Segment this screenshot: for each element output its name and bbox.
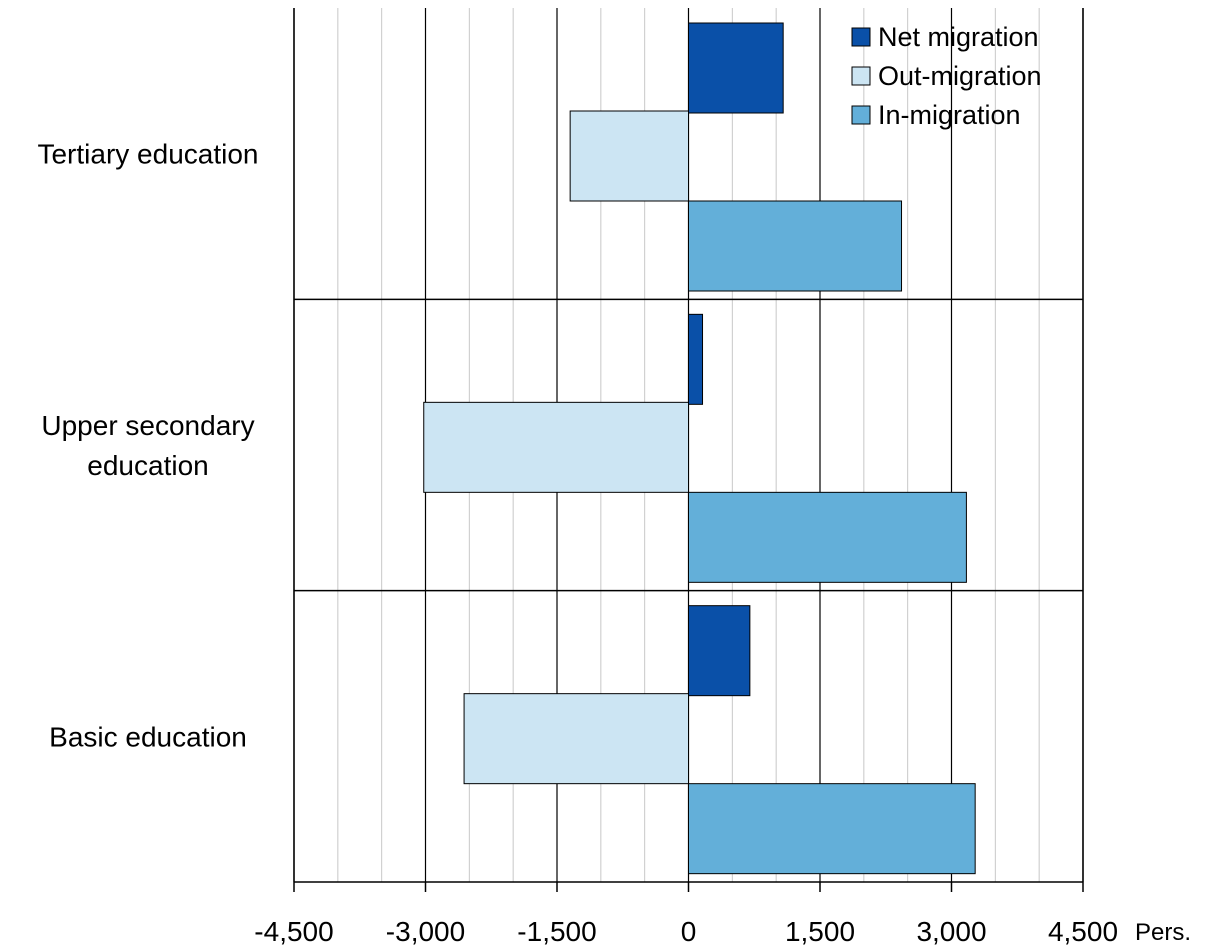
legend-label: Out-migration <box>878 61 1042 91</box>
legend-swatch <box>851 27 871 47</box>
x-tick-label: 1,500 <box>785 916 855 947</box>
legend-swatch <box>851 105 871 125</box>
bar-net-migration <box>688 605 751 697</box>
bar-net-migration <box>688 313 704 405</box>
bars <box>423 22 976 875</box>
x-axis-unit-label: Pers. <box>1135 919 1191 946</box>
category-label: Upper secondary <box>41 410 254 441</box>
category-label: Basic education <box>49 721 247 752</box>
x-tick-label: 3,000 <box>916 916 986 947</box>
legend-swatch <box>851 66 871 86</box>
x-tick-label: -3,000 <box>386 916 465 947</box>
x-tick-label: 0 <box>681 916 697 947</box>
legend: Net migration Out-migration In-migration <box>851 22 1042 130</box>
x-tick-label: -1,500 <box>517 916 596 947</box>
plot-frame <box>293 8 1084 882</box>
bar-net-migration <box>688 22 784 114</box>
bar-in-migration <box>688 783 976 875</box>
category-label: education <box>87 450 208 481</box>
bar-in-migration <box>688 200 903 292</box>
bar-out-migration <box>463 693 689 785</box>
bar-out-migration <box>423 401 689 493</box>
legend-label: In-migration <box>878 100 1021 130</box>
bar-out-migration <box>569 110 690 202</box>
x-tick-label: -4,500 <box>254 916 333 947</box>
category-labels: Tertiary education Upper secondary educati… <box>37 139 258 753</box>
x-tick-label: 4,500 <box>1048 916 1118 947</box>
bar-in-migration <box>688 491 967 583</box>
x-axis: -4,500 -3,000 -1,500 0 1,500 3,000 4,500 Pers. <box>254 881 1191 947</box>
category-label: Tertiary education <box>37 139 258 170</box>
legend-label: Net migration <box>878 22 1039 52</box>
